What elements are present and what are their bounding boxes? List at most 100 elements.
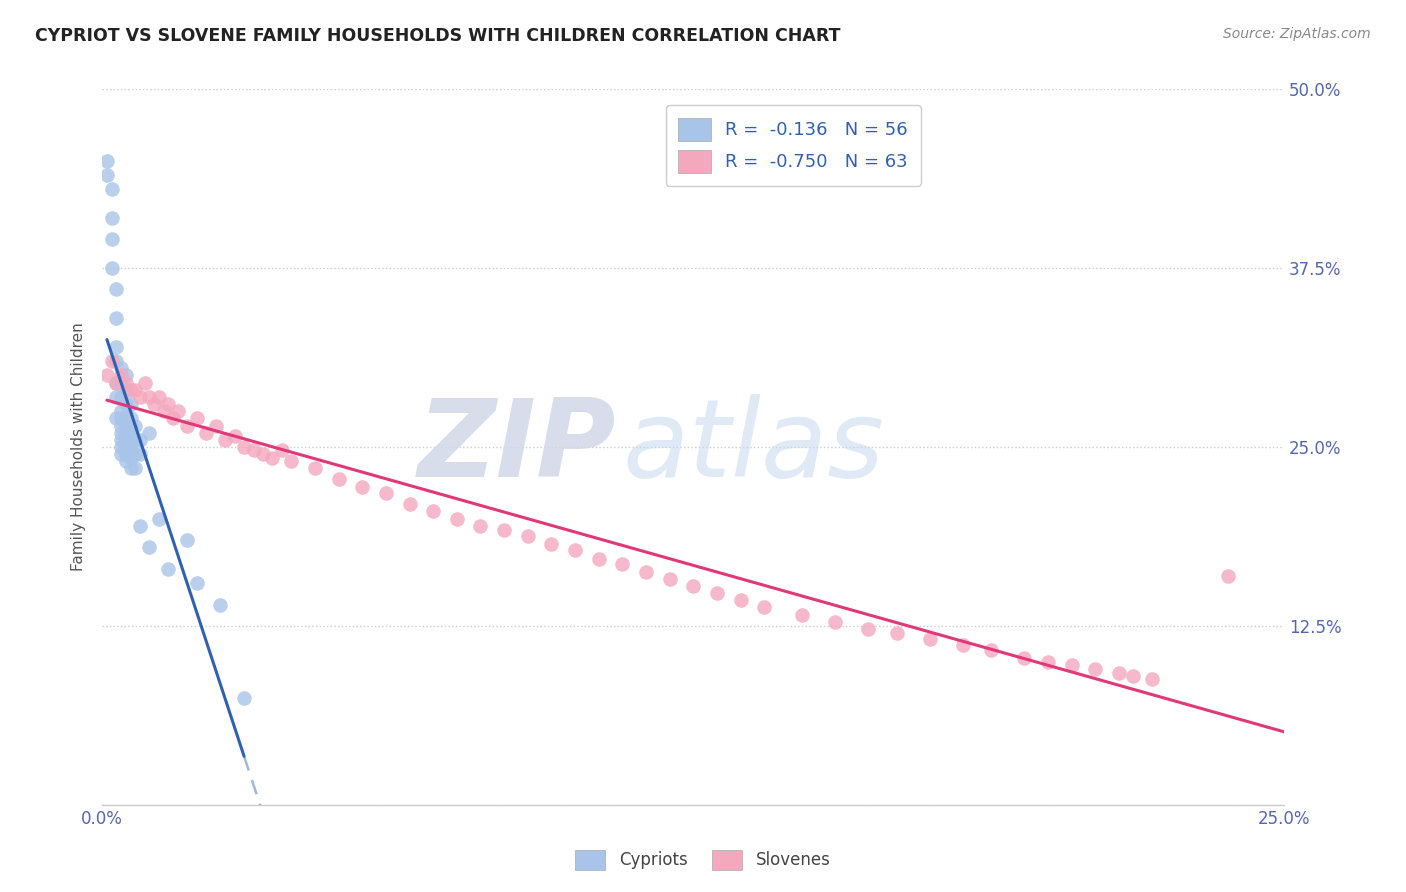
Point: [120, 442, 142, 457]
Point: [446, 511, 468, 525]
Point: [96, 153, 118, 168]
Point: [105, 376, 128, 390]
Point: [224, 428, 246, 442]
Point: [110, 447, 132, 461]
Point: [105, 411, 128, 425]
Point: [120, 461, 142, 475]
Point: [706, 586, 728, 600]
Point: [120, 451, 142, 466]
Point: [167, 404, 190, 418]
Point: [1140, 672, 1163, 686]
Point: [110, 425, 132, 440]
Point: [110, 418, 132, 433]
Point: [824, 615, 846, 629]
Point: [138, 390, 160, 404]
Point: [96, 368, 118, 383]
Point: [115, 454, 138, 468]
Point: [470, 518, 492, 533]
Point: [494, 523, 516, 537]
Point: [120, 433, 142, 447]
Legend: R =  -0.136   N = 56, R =  -0.750   N = 63: R = -0.136 N = 56, R = -0.750 N = 63: [666, 105, 921, 186]
Point: [195, 425, 218, 440]
Point: [115, 425, 138, 440]
Point: [858, 622, 880, 636]
Point: [233, 690, 256, 705]
Point: [110, 390, 132, 404]
Point: [105, 311, 128, 326]
Text: ZIP: ZIP: [418, 394, 616, 500]
Point: [352, 480, 374, 494]
Text: CYPRIOT VS SLOVENE FAMILY HOUSEHOLDS WITH CHILDREN CORRELATION CHART: CYPRIOT VS SLOVENE FAMILY HOUSEHOLDS WIT…: [35, 27, 841, 45]
Point: [124, 418, 146, 433]
Point: [730, 593, 752, 607]
Point: [96, 168, 118, 182]
Point: [115, 418, 138, 433]
Point: [124, 383, 146, 397]
Point: [754, 600, 776, 615]
Point: [398, 497, 420, 511]
Point: [115, 433, 138, 447]
Point: [100, 182, 122, 196]
Point: [100, 260, 122, 275]
Point: [120, 418, 142, 433]
Point: [1216, 569, 1239, 583]
Point: [115, 397, 138, 411]
Point: [270, 442, 292, 457]
Point: [120, 383, 142, 397]
Point: [612, 558, 634, 572]
Point: [262, 451, 284, 466]
Point: [143, 397, 166, 411]
Point: [328, 471, 350, 485]
Point: [100, 211, 122, 225]
Point: [186, 411, 208, 425]
Point: [100, 354, 122, 368]
Point: [129, 433, 152, 447]
Point: [422, 504, 444, 518]
Point: [110, 433, 132, 447]
Point: [134, 376, 156, 390]
Point: [1036, 655, 1059, 669]
Point: [658, 572, 681, 586]
Point: [129, 518, 152, 533]
Text: atlas: atlas: [623, 394, 884, 500]
Point: [980, 643, 1002, 657]
Point: [138, 541, 160, 555]
Point: [105, 354, 128, 368]
Point: [952, 638, 974, 652]
Point: [148, 511, 170, 525]
Point: [115, 447, 138, 461]
Point: [129, 390, 152, 404]
Point: [790, 607, 813, 622]
Legend: Cypriots, Slovenes: Cypriots, Slovenes: [568, 843, 838, 877]
Point: [186, 576, 208, 591]
Point: [1084, 662, 1107, 676]
Point: [1012, 650, 1035, 665]
Point: [918, 632, 941, 646]
Point: [252, 447, 274, 461]
Point: [105, 340, 128, 354]
Point: [214, 433, 236, 447]
Point: [162, 411, 184, 425]
Point: [148, 390, 170, 404]
Point: [304, 461, 326, 475]
Point: [152, 404, 174, 418]
Point: [886, 626, 908, 640]
Point: [1122, 669, 1144, 683]
Point: [124, 433, 146, 447]
Point: [110, 376, 132, 390]
Point: [176, 418, 198, 433]
Point: [120, 425, 142, 440]
Point: [242, 442, 264, 457]
Point: [588, 551, 610, 566]
Point: [176, 533, 198, 547]
Point: [110, 440, 132, 454]
Point: [157, 562, 180, 576]
Text: Source: ZipAtlas.com: Source: ZipAtlas.com: [1223, 27, 1371, 41]
Point: [105, 282, 128, 296]
Point: [540, 537, 562, 551]
Point: [110, 361, 132, 376]
Point: [124, 447, 146, 461]
Point: [115, 411, 138, 425]
Point: [682, 579, 704, 593]
Point: [115, 440, 138, 454]
